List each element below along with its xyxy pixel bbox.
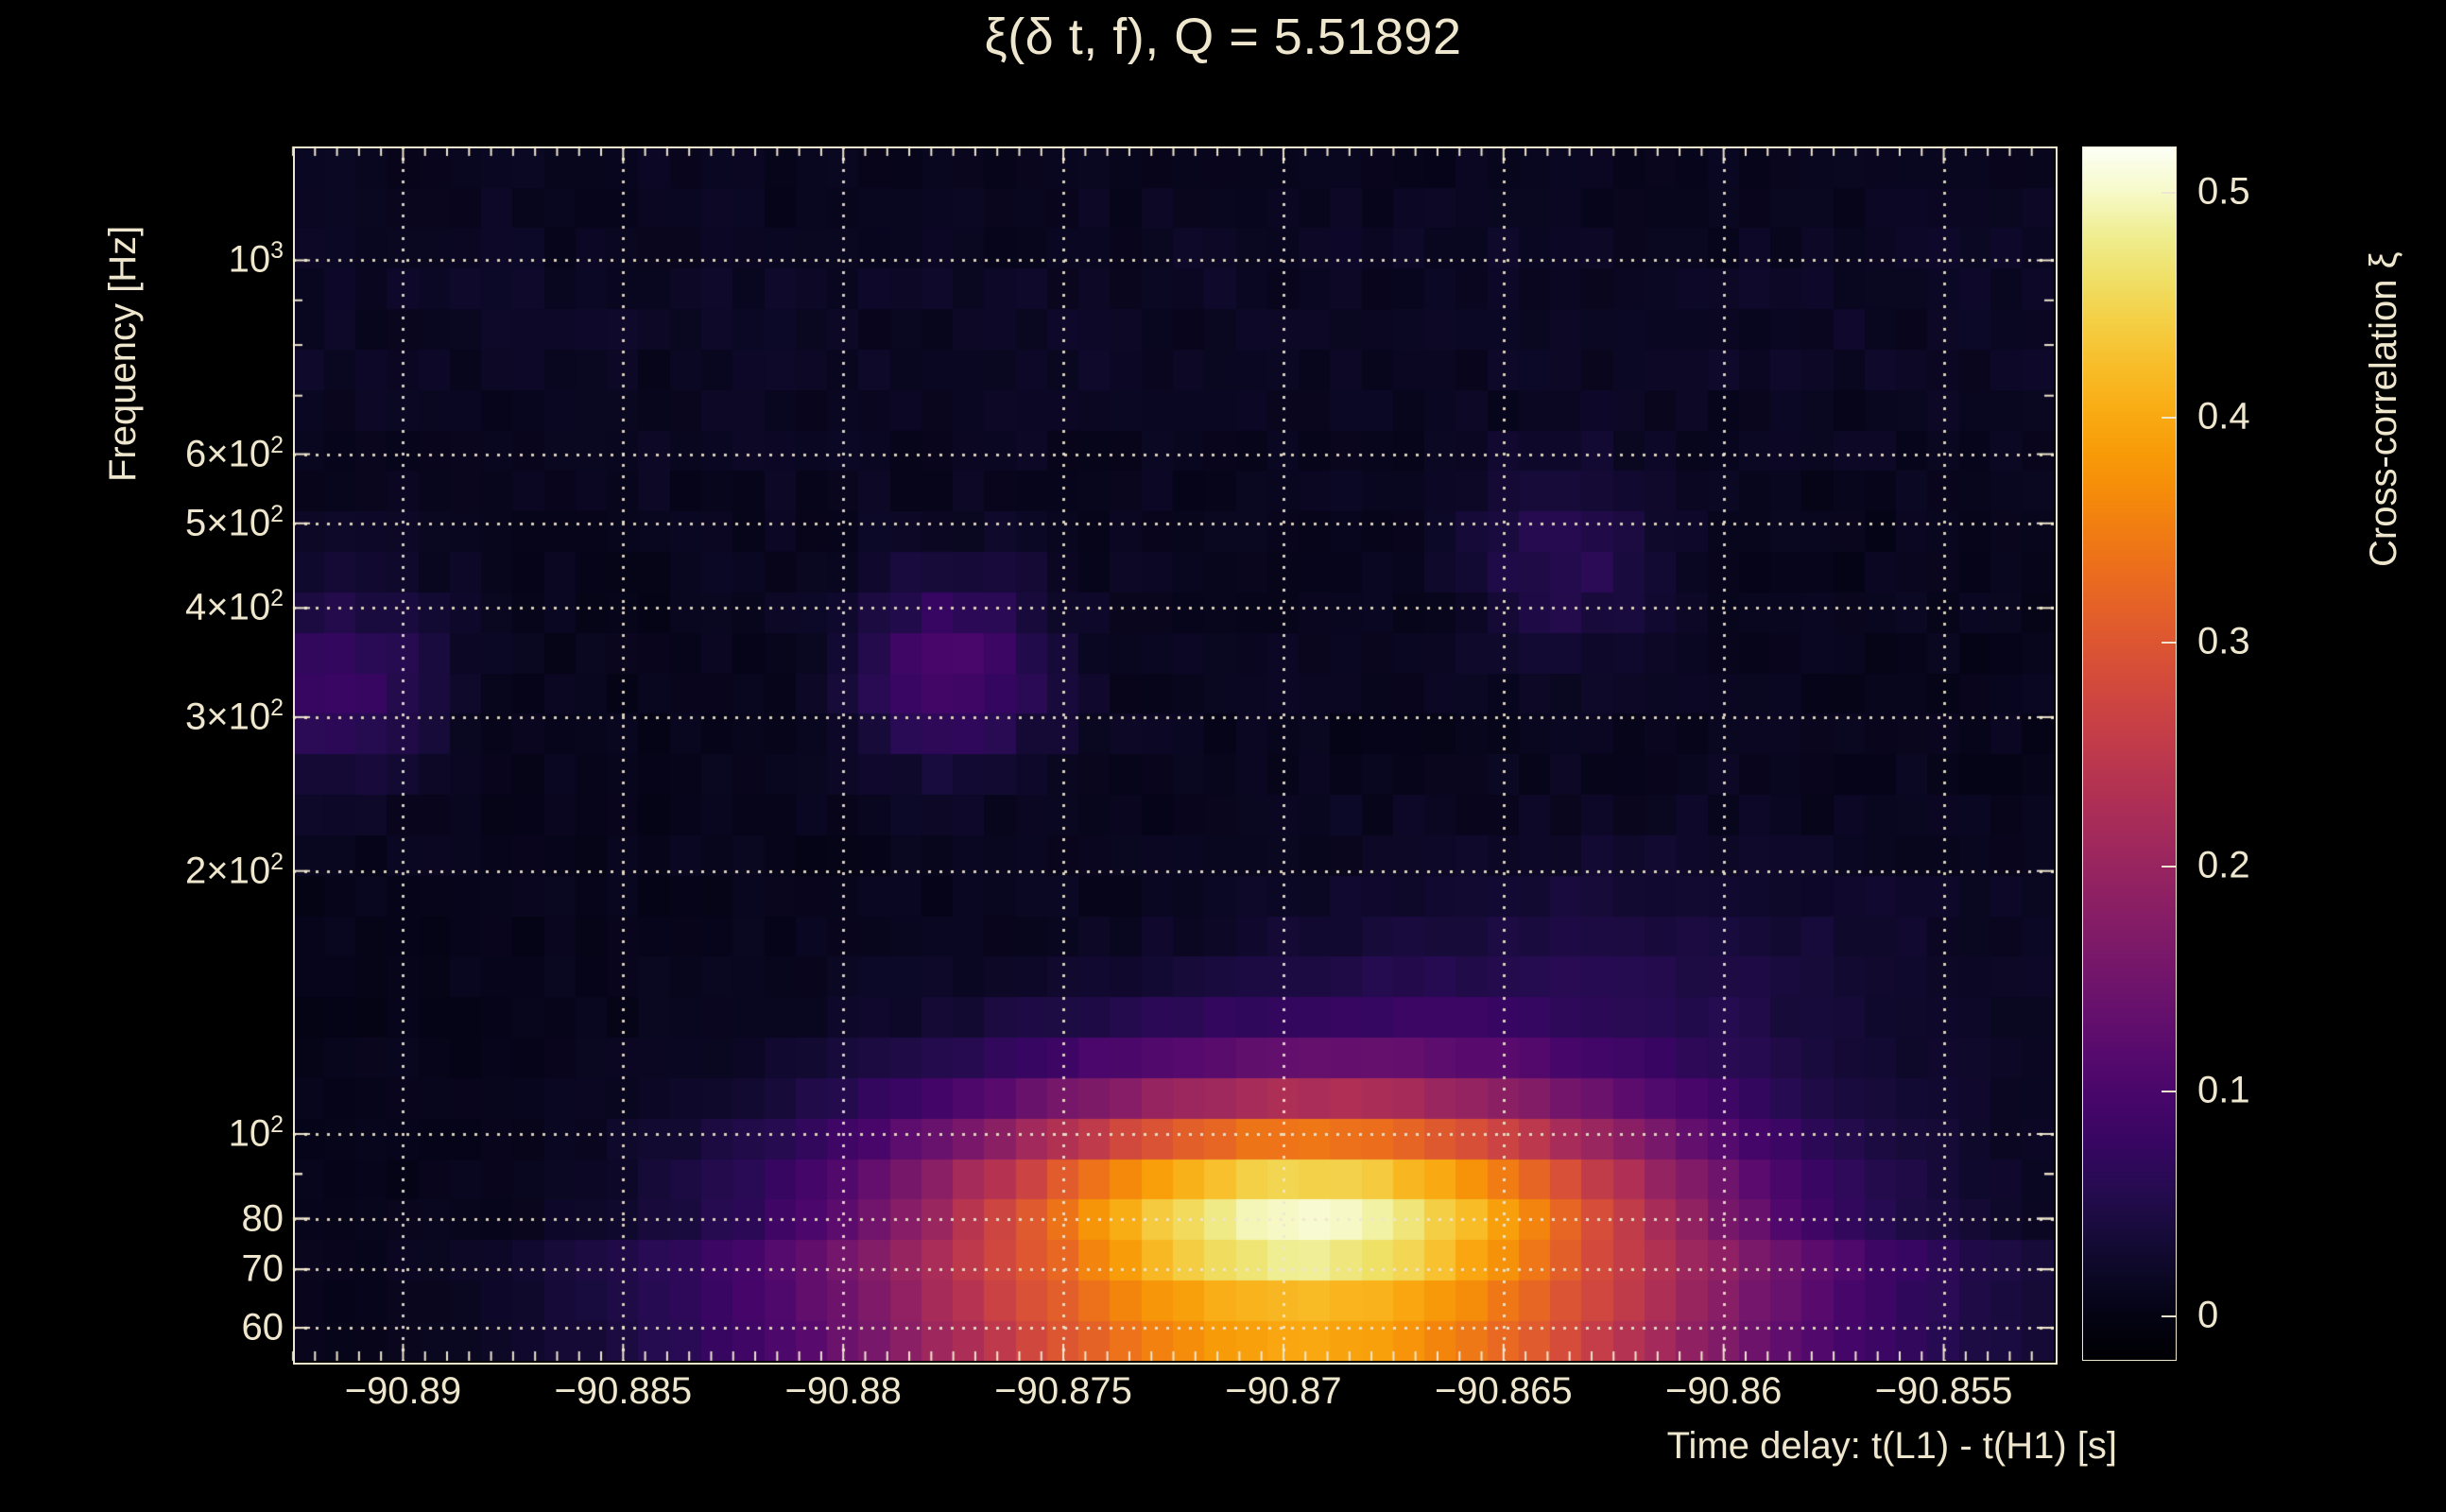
y-axis-ticklabels: 103 6×102 5×102 4×102 3×102 2×102 102 80 70 60 xyxy=(57,0,284,1512)
y-tick-label: 4×102 xyxy=(184,585,284,628)
y-tick-label: 5×102 xyxy=(184,500,284,544)
grid-overlay-canvas xyxy=(293,146,2054,1361)
y-tick-label: 102 xyxy=(228,1111,284,1155)
colorbar-tick-mark xyxy=(2162,1091,2177,1093)
colorbar-tick-mark xyxy=(2162,641,2177,644)
heatmap-plot-area xyxy=(293,146,2054,1361)
colorbar-tick-label: 0.1 xyxy=(2197,1069,2250,1111)
x-axis-title: Time delay: t(L1) - t(H1) [s] xyxy=(1666,1425,2117,1467)
y-tick-label: 70 xyxy=(241,1247,284,1290)
colorbar-tick-label: 0.3 xyxy=(2197,620,2250,662)
x-tick-label: −90.86 xyxy=(1664,1370,1783,1412)
x-tick-label: −90.855 xyxy=(1874,1370,2013,1412)
colorbar-tick-mark xyxy=(2162,191,2177,194)
colorbar-tick-label: 0.4 xyxy=(2197,395,2250,438)
colorbar-gradient xyxy=(2083,147,2176,1360)
y-axis-title: Frequency [Hz] xyxy=(102,225,144,482)
x-tick-label: −90.865 xyxy=(1434,1370,1573,1412)
y-tick-label: 103 xyxy=(228,237,284,281)
colorbar-title: Cross-correlation ξ xyxy=(2363,251,2404,567)
colorbar-tick-label: 0.2 xyxy=(2197,844,2250,886)
x-tick-label: −90.875 xyxy=(994,1370,1132,1412)
colorbar-tick-label: 0.5 xyxy=(2197,170,2250,213)
x-tick-label: −90.89 xyxy=(344,1370,462,1412)
x-tick-label: −90.87 xyxy=(1225,1370,1342,1412)
y-tick-label: 6×102 xyxy=(184,431,284,475)
y-tick-label: 60 xyxy=(241,1306,284,1349)
y-tick-label: 80 xyxy=(241,1197,284,1240)
colorbar-tick-mark xyxy=(2162,866,2177,868)
y-tick-label: 2×102 xyxy=(184,848,284,892)
colorbar-tick-label: 0 xyxy=(2197,1294,2219,1336)
page-title: ξ(δ t, f), Q = 5.51892 xyxy=(984,9,1462,65)
y-tick-label: 3×102 xyxy=(184,695,284,738)
colorbar-tick-mark xyxy=(2162,1315,2177,1318)
x-tick-label: −90.885 xyxy=(554,1370,693,1412)
colorbar-tick-mark xyxy=(2162,416,2177,419)
colorbar xyxy=(2082,146,2177,1361)
x-tick-label: −90.88 xyxy=(784,1370,902,1412)
